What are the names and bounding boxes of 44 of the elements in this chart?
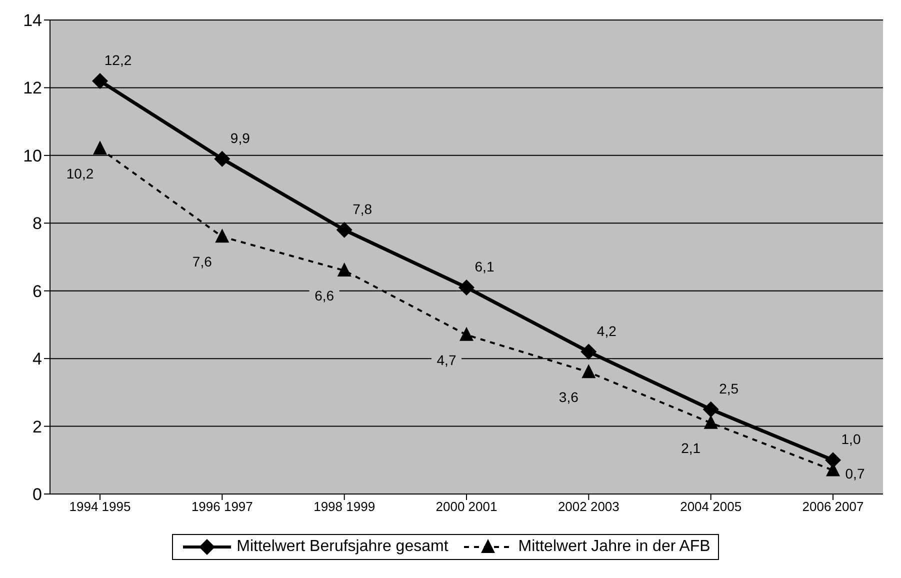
data-label: 1,0 bbox=[841, 431, 861, 448]
data-label: 2,1 bbox=[681, 440, 701, 456]
data-label: 3,6 bbox=[558, 389, 579, 406]
data-label: 7,8 bbox=[352, 200, 372, 217]
x-tick-label: 2006 2007 bbox=[802, 499, 864, 514]
data-label: 7,6 bbox=[192, 254, 212, 270]
data-label: 6,6 bbox=[314, 288, 334, 304]
point bbox=[702, 401, 719, 418]
x-tick-label: 2004 2005 bbox=[680, 499, 742, 514]
data-label: 6,1 bbox=[474, 258, 494, 274]
point bbox=[704, 414, 718, 429]
point bbox=[92, 72, 108, 89]
data-label: 9,9 bbox=[230, 130, 250, 146]
y-tick-label: 4 bbox=[32, 350, 42, 369]
data-label: 0,7 bbox=[845, 465, 865, 482]
x-tick-label: 1994 1995 bbox=[69, 499, 131, 514]
y-tick-label: 2 bbox=[32, 417, 42, 436]
point bbox=[458, 279, 474, 296]
point bbox=[93, 140, 107, 155]
point bbox=[215, 228, 230, 243]
y-tick-label: 8 bbox=[32, 214, 42, 234]
y-tick-label: 6 bbox=[32, 282, 42, 301]
point bbox=[825, 452, 841, 468]
data-label: 4,7 bbox=[436, 352, 456, 368]
legend-label: Mittelwert Jahre in der AFB bbox=[517, 538, 710, 556]
y-tick-label: 14 bbox=[23, 11, 42, 30]
x-tick-label: 1996 1997 bbox=[191, 499, 253, 514]
data-label: 12,2 bbox=[104, 52, 132, 68]
x-tick-label: 2002 2003 bbox=[558, 499, 620, 514]
x-tick-label: 2000 2001 bbox=[436, 499, 498, 514]
data-label: 4,2 bbox=[596, 322, 617, 339]
point bbox=[460, 326, 474, 341]
y-tick-label: 10 bbox=[23, 146, 42, 166]
point bbox=[582, 364, 596, 378]
point bbox=[580, 344, 597, 360]
point bbox=[337, 262, 352, 277]
data-label: 2,5 bbox=[719, 380, 739, 396]
y-tick-label: 12 bbox=[23, 78, 42, 98]
data-label: 10,2 bbox=[66, 166, 94, 182]
y-tick-label: 0 bbox=[32, 485, 42, 504]
x-tick-label: 1998 1999 bbox=[314, 499, 376, 514]
point bbox=[214, 150, 230, 167]
point bbox=[336, 222, 352, 238]
legend-label: Mittelwert Berufsjahre gesamt bbox=[236, 538, 448, 556]
